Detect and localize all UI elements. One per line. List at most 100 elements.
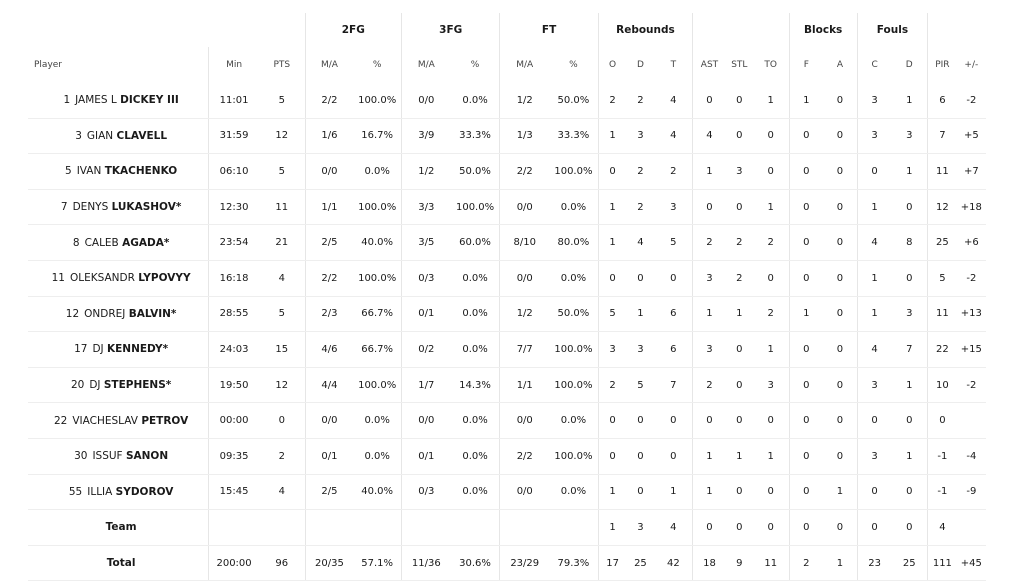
total-row-label: Total <box>106 557 136 570</box>
assists-cell: 1 <box>692 438 726 475</box>
total-rebounds-cell: 4 <box>654 118 693 155</box>
col-header-2fg-pct: % <box>372 60 382 70</box>
player-row: 1 JAMES L DICKEY III 11:01 5 2/2 100.0% 0/0 0.0… <box>28 83 986 119</box>
3fg-pct-cell: 50.0% <box>450 153 500 190</box>
blocks-against-cell: 0 <box>823 83 858 119</box>
2fg-pct-cell: 0.0% <box>353 438 402 475</box>
2fg-made-attempted-cell <box>304 509 354 546</box>
blocks-for-cell: 2 <box>788 545 824 581</box>
player-number: 55 <box>68 485 83 498</box>
pir-cell: 11 <box>927 153 957 190</box>
col-header-ast: AST <box>692 47 726 83</box>
pir-cell: 6 <box>927 83 957 119</box>
def-rebounds-cell: 0 <box>626 474 655 511</box>
fouls-committed-cell: 4 <box>856 224 892 261</box>
ft-made-attempted-cell: 1/2 <box>499 83 550 119</box>
blocks-for-cell: 0 <box>788 367 824 404</box>
points-cell: 96 <box>258 545 306 581</box>
fouls-drawn-cell: 3 <box>891 296 928 333</box>
points-cell: 5 <box>258 83 306 119</box>
pir-cell: 5 <box>927 260 957 297</box>
turnovers-cell: 0 <box>752 474 790 511</box>
3fg-pct-cell: 0.0% <box>450 438 500 475</box>
blocks-against-cell: 1 <box>823 474 858 511</box>
ft-made-attempted-cell: 1/1 <box>499 367 550 404</box>
turnovers-cell: 2 <box>752 224 790 261</box>
def-rebounds-cell: 0 <box>626 260 655 297</box>
player-first-name: OLEKSANDR <box>69 272 135 285</box>
fouls-committed-cell: 3 <box>856 438 892 475</box>
assists-cell: 3 <box>692 260 726 297</box>
ft-made-attempted-cell: 0/0 <box>499 189 550 226</box>
blocks-against-cell: 0 <box>823 402 858 439</box>
ft-pct-cell: 100.0% <box>549 438 599 475</box>
off-rebounds-cell: 0 <box>597 153 627 190</box>
assists-cell: 3 <box>692 331 726 368</box>
points-cell: 5 <box>258 153 306 190</box>
fouls-drawn-cell: 0 <box>891 402 928 439</box>
pir-cell: 10 <box>927 367 957 404</box>
player-row: 12 ONDREJ BALVIN* 28:55 5 2/3 66.7% 0/1 0.0% 1/2… <box>28 296 986 333</box>
player-last-name: BALVIN* <box>128 307 177 320</box>
col-header-blk-for: F <box>788 47 824 83</box>
minutes-cell: 19:50 <box>208 367 259 404</box>
player-first-name: DENYS <box>72 201 109 214</box>
points-cell: 11 <box>258 189 306 226</box>
col-header-fouls-committed: C <box>856 47 892 83</box>
pir-cell: 4 <box>927 509 957 546</box>
ft-made-attempted-cell: 8/10 <box>499 224 550 261</box>
2fg-made-attempted-cell: 4/4 <box>304 367 354 404</box>
2fg-made-attempted-cell: 4/6 <box>304 331 354 368</box>
2fg-made-attempted-cell: 1/6 <box>304 118 354 155</box>
ft-pct-cell: 0.0% <box>549 189 599 226</box>
player-first-name: JAMES L <box>75 94 117 107</box>
player-name-cell: 30 ISSUF SANON <box>28 438 209 475</box>
total-rebounds-cell: 0 <box>654 438 693 475</box>
minutes-cell: 23:54 <box>208 224 259 261</box>
steals-cell: 0 <box>725 331 753 368</box>
player-last-name: STEPHENS* <box>103 379 172 392</box>
2fg-made-attempted-cell: 2/2 <box>304 83 354 119</box>
def-rebounds-cell: 3 <box>626 331 655 368</box>
minutes-cell: 00:00 <box>208 402 259 439</box>
fouls-drawn-cell: 1 <box>891 367 928 404</box>
group-header-fouls: Fouls <box>856 13 928 47</box>
group-header-row: 2FG 3FG FT Rebounds Blocks Fouls <box>28 13 986 47</box>
2fg-made-attempted-cell: 1/1 <box>304 189 354 226</box>
blocks-against-cell: 0 <box>823 153 858 190</box>
3fg-made-attempted-cell: 3/3 <box>400 189 451 226</box>
plus-minus-cell: +6 <box>956 224 986 261</box>
def-rebounds-cell: 2 <box>626 189 655 226</box>
total-rebounds-cell: 3 <box>654 189 693 226</box>
player-number: 20 <box>70 379 85 392</box>
off-rebounds-cell: 0 <box>597 438 627 475</box>
turnovers-cell: 0 <box>752 402 790 439</box>
player-row: 3 GIAN CLAVELL 31:59 12 1/6 16.7% 3/9 33.3% 1/3 3… <box>28 118 986 155</box>
blocks-for-cell: 0 <box>788 260 824 297</box>
player-number: 17 <box>74 343 88 356</box>
col-header-pir: PIR <box>927 47 957 83</box>
2fg-pct-cell: 66.7% <box>353 296 402 333</box>
2fg-pct-cell: 0.0% <box>353 153 402 190</box>
col-header-fouls-drawn: D <box>905 60 913 70</box>
turnovers-cell: 1 <box>752 83 790 119</box>
off-rebounds-cell: 2 <box>597 367 627 404</box>
points-cell: 21 <box>258 224 306 261</box>
ft-made-attempted-cell: 0/0 <box>499 474 550 511</box>
player-first-name: IVAN <box>76 165 102 178</box>
player-row: 22 VIACHESLAV PETROV 00:00 0 0/0 0.0% 0/0 0.0% 0… <box>28 402 986 439</box>
2fg-pct-cell: 57.1% <box>353 545 402 581</box>
3fg-pct-cell: 0.0% <box>450 83 500 119</box>
steals-cell: 9 <box>725 545 753 581</box>
2fg-made-attempted-cell: 0/1 <box>304 438 354 475</box>
steals-cell: 0 <box>725 402 753 439</box>
player-last-name: TKACHENKO <box>104 165 178 178</box>
fouls-drawn-cell: 8 <box>891 224 928 261</box>
plus-minus-cell: +13 <box>956 296 986 333</box>
total-rebounds-cell: 6 <box>654 296 693 333</box>
fouls-drawn-cell: 0 <box>891 474 928 511</box>
2fg-pct-cell: 100.0% <box>353 260 402 297</box>
3fg-pct-cell: 0.0% <box>450 331 500 368</box>
pir-cell: 22 <box>927 331 957 368</box>
3fg-pct-cell: 33.3% <box>450 118 500 155</box>
